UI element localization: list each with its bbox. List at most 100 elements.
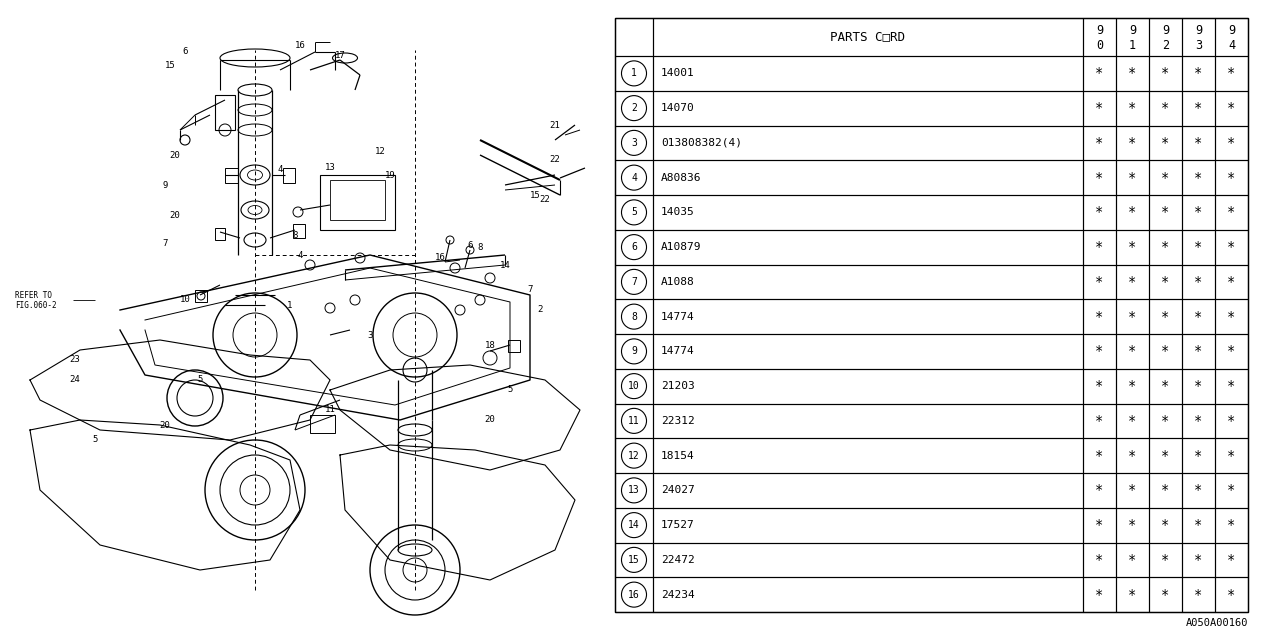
Bar bbox=[1181, 577, 1215, 612]
Text: *: * bbox=[1194, 275, 1203, 289]
Text: *: * bbox=[1228, 483, 1235, 497]
Text: *: * bbox=[1194, 518, 1203, 532]
Text: *: * bbox=[1096, 171, 1103, 184]
Text: 6: 6 bbox=[182, 47, 188, 56]
Text: 5: 5 bbox=[631, 207, 637, 218]
Text: *: * bbox=[1128, 240, 1137, 254]
Text: 20: 20 bbox=[170, 150, 180, 159]
Text: 10: 10 bbox=[628, 381, 640, 391]
Bar bbox=[1215, 230, 1248, 264]
Bar bbox=[1181, 230, 1215, 264]
Text: 12: 12 bbox=[628, 451, 640, 461]
Bar bbox=[653, 56, 1083, 91]
Bar bbox=[1149, 577, 1181, 612]
Text: 24: 24 bbox=[69, 376, 81, 385]
Text: *: * bbox=[1194, 171, 1203, 184]
Text: *: * bbox=[1128, 67, 1137, 81]
Text: 22: 22 bbox=[549, 156, 561, 164]
Bar bbox=[1083, 56, 1116, 91]
Bar bbox=[1149, 195, 1181, 230]
Text: 0: 0 bbox=[1096, 39, 1103, 52]
Text: *: * bbox=[1194, 449, 1203, 463]
Bar bbox=[1083, 543, 1116, 577]
Bar bbox=[1116, 230, 1149, 264]
Text: 2: 2 bbox=[1162, 39, 1169, 52]
Text: *: * bbox=[1228, 171, 1235, 184]
Text: 14001: 14001 bbox=[660, 68, 695, 78]
Bar bbox=[653, 160, 1083, 195]
Text: 9: 9 bbox=[1162, 24, 1169, 36]
Bar bbox=[1149, 369, 1181, 403]
Text: *: * bbox=[1228, 310, 1235, 324]
Bar bbox=[653, 438, 1083, 473]
Bar bbox=[1116, 473, 1149, 508]
Text: 22312: 22312 bbox=[660, 416, 695, 426]
Bar bbox=[1181, 56, 1215, 91]
Text: 14070: 14070 bbox=[660, 103, 695, 113]
Bar bbox=[1149, 403, 1181, 438]
Text: 15: 15 bbox=[628, 555, 640, 565]
Bar bbox=[1215, 56, 1248, 91]
Text: *: * bbox=[1228, 518, 1235, 532]
Bar bbox=[653, 91, 1083, 125]
Text: 24027: 24027 bbox=[660, 485, 695, 495]
Bar bbox=[1116, 264, 1149, 300]
Bar bbox=[1116, 543, 1149, 577]
Text: *: * bbox=[1096, 275, 1103, 289]
Text: *: * bbox=[1096, 518, 1103, 532]
Bar bbox=[1083, 125, 1116, 160]
Text: 14774: 14774 bbox=[660, 346, 695, 356]
Text: *: * bbox=[1096, 588, 1103, 602]
Bar bbox=[614, 543, 653, 577]
Text: *: * bbox=[1194, 379, 1203, 393]
Text: *: * bbox=[1161, 101, 1170, 115]
Bar bbox=[1116, 18, 1149, 56]
Bar bbox=[1181, 125, 1215, 160]
Bar bbox=[653, 508, 1083, 543]
Text: 16: 16 bbox=[435, 253, 445, 262]
Bar bbox=[1149, 473, 1181, 508]
Bar bbox=[1116, 125, 1149, 160]
Bar bbox=[1181, 369, 1215, 403]
Bar bbox=[614, 438, 653, 473]
Bar bbox=[614, 334, 653, 369]
Bar bbox=[1083, 300, 1116, 334]
Text: *: * bbox=[1096, 553, 1103, 567]
Bar bbox=[653, 230, 1083, 264]
Bar bbox=[1215, 91, 1248, 125]
Bar bbox=[215, 228, 225, 240]
Bar bbox=[653, 300, 1083, 334]
Text: *: * bbox=[1096, 379, 1103, 393]
Text: A050A00160: A050A00160 bbox=[1185, 618, 1248, 628]
Bar bbox=[330, 180, 385, 220]
Text: *: * bbox=[1228, 379, 1235, 393]
Bar bbox=[1215, 160, 1248, 195]
Text: 14: 14 bbox=[628, 520, 640, 530]
Text: 6: 6 bbox=[467, 241, 472, 250]
Text: *: * bbox=[1194, 483, 1203, 497]
Text: 18: 18 bbox=[485, 340, 495, 349]
Bar bbox=[614, 56, 653, 91]
Text: 013808382(4): 013808382(4) bbox=[660, 138, 742, 148]
Bar bbox=[1215, 403, 1248, 438]
Text: *: * bbox=[1228, 588, 1235, 602]
Text: 15: 15 bbox=[165, 61, 175, 70]
Bar bbox=[1181, 403, 1215, 438]
Text: *: * bbox=[1128, 205, 1137, 220]
Text: 12: 12 bbox=[375, 147, 385, 157]
Bar bbox=[614, 508, 653, 543]
Text: 15: 15 bbox=[530, 191, 540, 200]
Text: *: * bbox=[1194, 588, 1203, 602]
Bar bbox=[1181, 473, 1215, 508]
Bar bbox=[283, 168, 294, 183]
Bar bbox=[1083, 508, 1116, 543]
Text: 4: 4 bbox=[297, 250, 302, 259]
Bar bbox=[1149, 543, 1181, 577]
Text: *: * bbox=[1128, 553, 1137, 567]
Bar bbox=[1116, 91, 1149, 125]
Bar bbox=[614, 195, 653, 230]
Text: 14774: 14774 bbox=[660, 312, 695, 322]
Bar bbox=[1116, 56, 1149, 91]
Text: 6: 6 bbox=[631, 242, 637, 252]
Text: *: * bbox=[1161, 449, 1170, 463]
